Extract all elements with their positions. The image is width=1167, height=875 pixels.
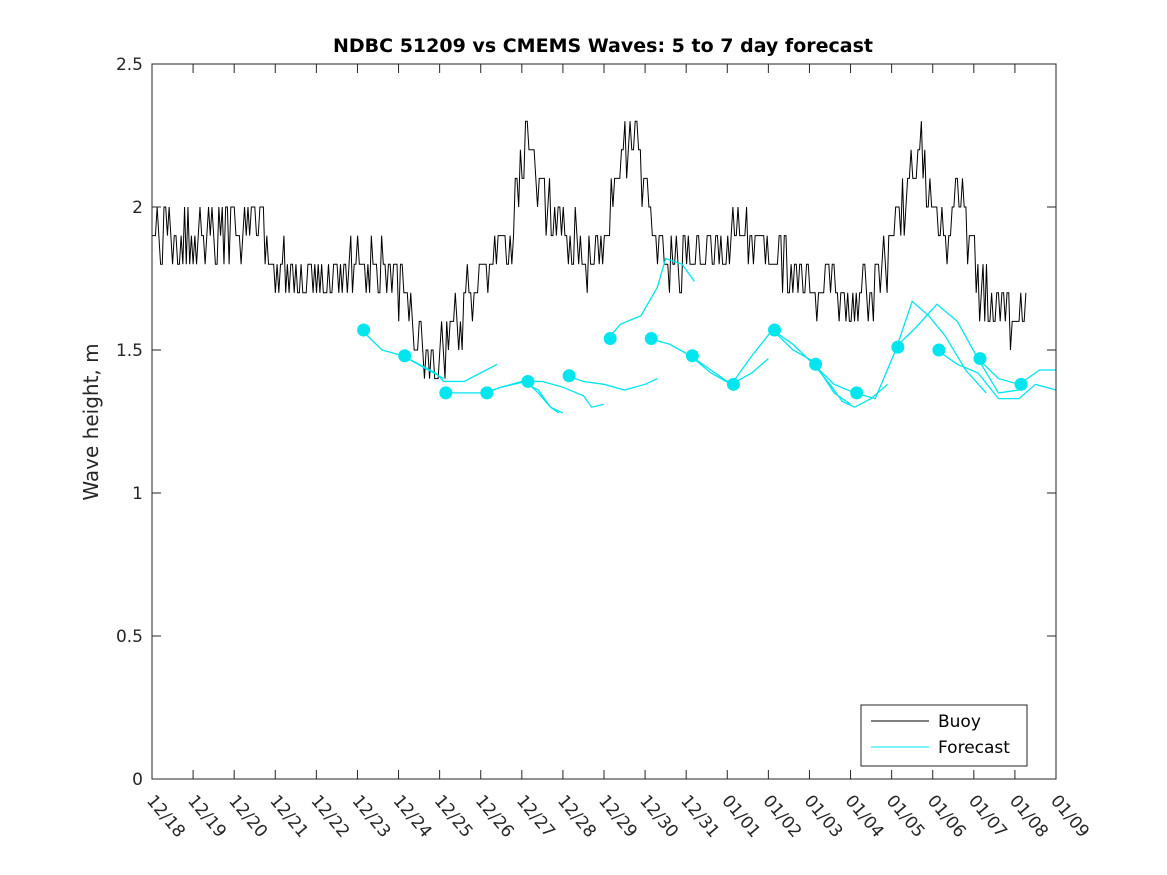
y-tick-label: 0.5 (116, 627, 143, 647)
legend: Buoy Forecast (860, 704, 1028, 767)
forecast-marker (480, 386, 494, 400)
forecast-marker (932, 343, 946, 357)
forecast-line-segment (936, 349, 1057, 400)
forecast-markers (357, 323, 1028, 400)
legend-forecast-label: Forecast (938, 738, 1010, 758)
legend-buoy-label: Buoy (938, 712, 981, 732)
forecast-marker (891, 340, 905, 354)
forecast-line-segment (649, 337, 769, 386)
forecast-marker (398, 349, 412, 363)
forecast-marker (809, 357, 823, 371)
forecast-marker (521, 374, 535, 388)
forecast-marker (357, 323, 371, 337)
chart-title: NDBC 51209 vs CMEMS Waves: 5 to 7 day fo… (333, 35, 873, 57)
forecast-line-segment (566, 375, 658, 391)
forecast-marker (603, 332, 617, 346)
forecast-line-segment (402, 355, 498, 383)
forecast-marker (439, 386, 453, 400)
y-tick-label: 1 (132, 484, 143, 504)
y-tick-label: 1.5 (116, 341, 143, 361)
y-tick-label: 2 (132, 198, 143, 218)
forecast-marker (973, 352, 987, 366)
forecast-marker (850, 386, 864, 400)
forecast-marker (685, 349, 699, 363)
legend-box (860, 704, 1028, 767)
y-tick-label: 0 (132, 770, 143, 790)
forecast-marker (644, 332, 658, 346)
forecast-marker (768, 323, 782, 337)
forecast-line-segment (607, 257, 695, 339)
forecast-line-segment (813, 300, 987, 400)
forecast-marker (562, 369, 576, 383)
y-axis-ticks: 0 0.5 1 1.5 2 2.5 (116, 55, 1056, 790)
forecast-line-segment (895, 303, 1020, 394)
buoy-series-line (152, 120, 1027, 380)
forecast-line-segment (772, 329, 888, 408)
series-layer (152, 120, 1057, 414)
forecast-line-segment (525, 380, 605, 408)
forecast-marker (726, 377, 740, 391)
y-tick-label: 2.5 (116, 55, 143, 75)
y-axis-label: Wave height, m (79, 343, 103, 500)
forecast-marker (1014, 377, 1028, 391)
plot-area (152, 64, 1056, 779)
